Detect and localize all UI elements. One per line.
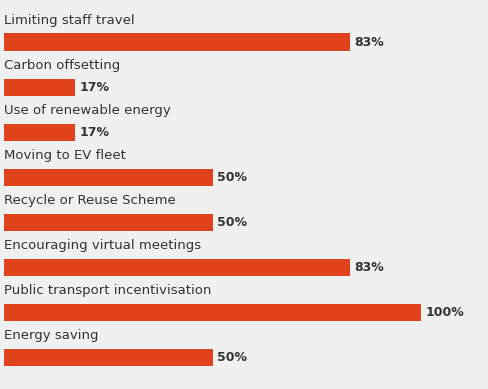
Text: 83%: 83% [354, 35, 384, 49]
Text: 50%: 50% [217, 351, 247, 364]
Bar [4, 259, 350, 276]
Text: 83%: 83% [354, 261, 384, 274]
Text: 50%: 50% [217, 216, 247, 229]
Text: Encouraging virtual meetings: Encouraging virtual meetings [4, 239, 201, 252]
Bar [4, 79, 75, 96]
Text: 17%: 17% [79, 81, 109, 94]
Bar [4, 169, 213, 186]
Bar [4, 124, 75, 141]
Bar [4, 304, 421, 321]
Text: Use of renewable energy: Use of renewable energy [4, 104, 171, 117]
Text: 100%: 100% [426, 306, 464, 319]
Text: 17%: 17% [79, 126, 109, 139]
Bar [4, 349, 213, 366]
Text: Recycle or Reuse Scheme: Recycle or Reuse Scheme [4, 194, 176, 207]
Text: Moving to EV fleet: Moving to EV fleet [4, 149, 126, 162]
Text: Limiting staff travel: Limiting staff travel [4, 14, 135, 27]
Text: Carbon offsetting: Carbon offsetting [4, 59, 121, 72]
Bar [4, 214, 213, 231]
Text: Public transport incentivisation: Public transport incentivisation [4, 284, 211, 297]
Text: 50%: 50% [217, 171, 247, 184]
Bar [4, 33, 350, 51]
Text: Energy saving: Energy saving [4, 329, 99, 342]
